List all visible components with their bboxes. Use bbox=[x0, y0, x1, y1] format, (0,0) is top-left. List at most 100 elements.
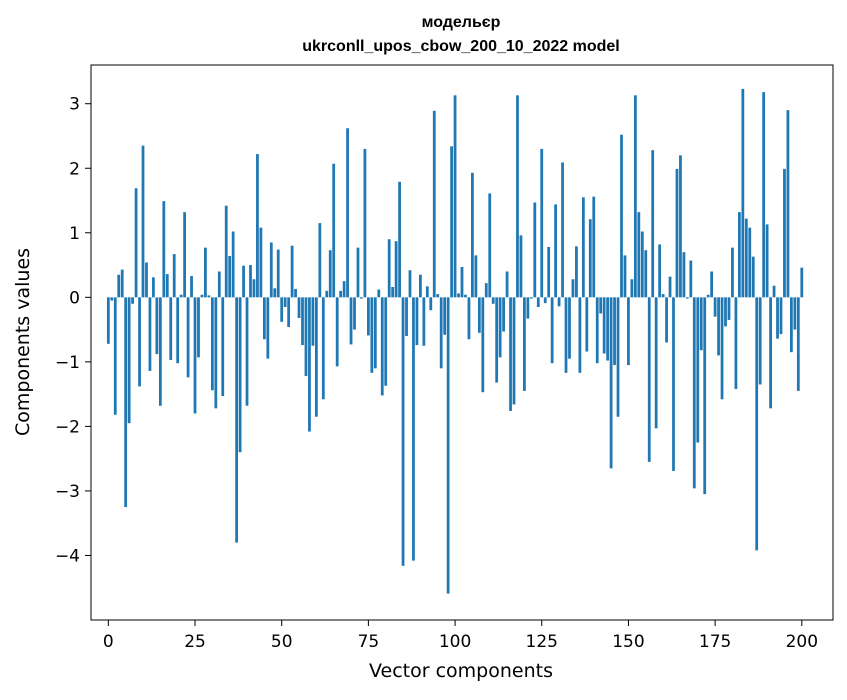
bar bbox=[581, 197, 585, 298]
bar bbox=[377, 289, 381, 298]
y-tick-label: 2 bbox=[69, 159, 80, 179]
bar bbox=[529, 297, 533, 299]
bar bbox=[179, 294, 183, 298]
bar bbox=[585, 297, 589, 352]
y-tick-label: 3 bbox=[69, 95, 80, 115]
bar bbox=[536, 297, 540, 308]
bar bbox=[394, 241, 398, 298]
bar bbox=[439, 297, 443, 369]
y-tick-label: −1 bbox=[55, 353, 80, 373]
bar bbox=[301, 297, 304, 346]
bar bbox=[658, 244, 662, 298]
bar bbox=[141, 145, 145, 298]
bar bbox=[654, 297, 658, 429]
bar bbox=[360, 297, 363, 299]
bar bbox=[245, 297, 249, 406]
y-axis-ticks: −4 −3 −2 −1 0 1 2 3 bbox=[55, 95, 91, 566]
bar bbox=[779, 297, 783, 335]
bar-series bbox=[106, 88, 804, 594]
bar bbox=[117, 274, 121, 298]
x-axis-ticks: 0 25 50 75 100 125 150 175 200 bbox=[103, 620, 818, 652]
bar bbox=[675, 168, 679, 298]
bar bbox=[311, 297, 315, 346]
bar bbox=[575, 246, 578, 298]
bar bbox=[252, 279, 256, 298]
bar bbox=[273, 288, 277, 298]
bar bbox=[793, 297, 797, 330]
bar bbox=[120, 269, 124, 298]
bar bbox=[169, 297, 173, 360]
bar bbox=[308, 297, 311, 432]
bar bbox=[613, 297, 616, 366]
bar bbox=[776, 297, 779, 339]
bar bbox=[280, 297, 284, 322]
bar bbox=[474, 255, 478, 298]
bar bbox=[328, 250, 332, 298]
y-tick-label: −2 bbox=[55, 417, 80, 437]
bar bbox=[262, 297, 266, 340]
bar bbox=[772, 285, 776, 298]
bar bbox=[412, 297, 415, 561]
bar bbox=[564, 297, 568, 373]
bar bbox=[765, 224, 769, 298]
y-tick-label: 1 bbox=[69, 224, 80, 244]
bar bbox=[786, 110, 790, 298]
bar bbox=[425, 286, 429, 298]
bar bbox=[231, 231, 235, 298]
bar bbox=[741, 88, 745, 298]
bar bbox=[380, 297, 384, 396]
x-axis-label: Vector components bbox=[369, 660, 553, 682]
bar bbox=[228, 256, 232, 298]
bar bbox=[599, 297, 603, 314]
bar bbox=[419, 274, 422, 298]
chart-title-line1: модельєр bbox=[422, 14, 501, 31]
bar bbox=[197, 297, 200, 358]
bar bbox=[633, 95, 637, 298]
bar bbox=[665, 297, 668, 343]
bar bbox=[443, 297, 447, 335]
bar bbox=[668, 276, 672, 298]
bar bbox=[158, 297, 162, 406]
bar bbox=[661, 294, 665, 298]
bar bbox=[703, 297, 707, 495]
bar bbox=[367, 297, 370, 336]
bar bbox=[217, 271, 221, 298]
bar bbox=[505, 271, 509, 298]
bar bbox=[800, 267, 804, 298]
bar bbox=[509, 297, 512, 411]
x-tick-label: 50 bbox=[271, 632, 293, 652]
plot-area-frame bbox=[90, 64, 834, 621]
bar bbox=[127, 297, 131, 424]
bar bbox=[644, 250, 648, 298]
bar bbox=[738, 212, 741, 298]
bar bbox=[755, 297, 759, 551]
bar bbox=[321, 297, 325, 400]
bar bbox=[214, 297, 218, 409]
bar bbox=[457, 293, 460, 298]
x-tick-label: 150 bbox=[612, 632, 644, 652]
bar bbox=[304, 297, 308, 377]
bar bbox=[200, 294, 204, 298]
bar bbox=[523, 297, 526, 391]
bar bbox=[547, 246, 551, 298]
bar bbox=[221, 297, 225, 397]
bar bbox=[748, 227, 752, 298]
bar bbox=[550, 297, 554, 364]
bar bbox=[477, 297, 481, 333]
bar bbox=[249, 265, 252, 298]
bar bbox=[491, 297, 495, 304]
bar bbox=[588, 219, 592, 298]
bar bbox=[332, 163, 336, 298]
bar bbox=[387, 239, 391, 298]
bar bbox=[731, 247, 734, 298]
bar bbox=[717, 297, 720, 356]
bar bbox=[609, 297, 613, 469]
bar bbox=[370, 297, 374, 373]
bar bbox=[131, 297, 134, 304]
bar bbox=[557, 297, 561, 307]
bar bbox=[450, 146, 453, 298]
bar bbox=[516, 95, 519, 298]
bar bbox=[106, 297, 110, 344]
bar bbox=[283, 297, 287, 308]
